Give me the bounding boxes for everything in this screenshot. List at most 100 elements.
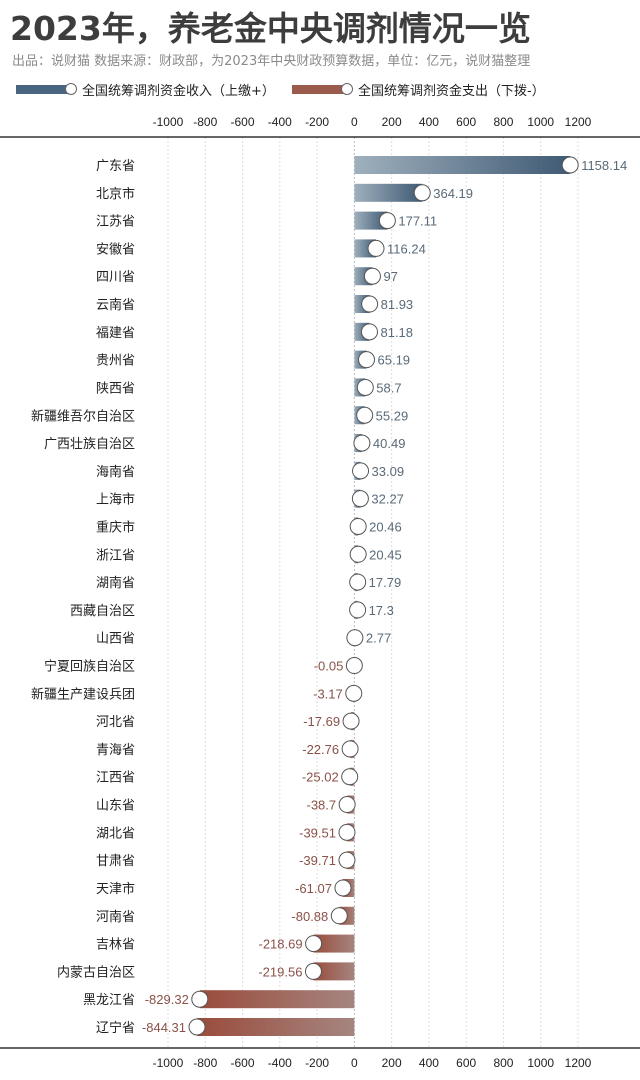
category-label: 湖北省 xyxy=(96,826,135,841)
category-label: 安徽省 xyxy=(96,242,135,257)
tick-label-bottom: -600 xyxy=(231,1056,255,1070)
data-label: -17.69 xyxy=(303,714,340,729)
bar-end-marker xyxy=(349,517,367,535)
data-label: 2.77 xyxy=(366,631,391,646)
data-label: 81.18 xyxy=(380,325,413,340)
data-label: -829.32 xyxy=(145,992,189,1007)
category-label: 四川省 xyxy=(96,270,135,285)
category-label: 内蒙古自治区 xyxy=(57,964,135,980)
tick-label-bottom: -200 xyxy=(305,1056,329,1070)
tick-label-top: -400 xyxy=(268,115,292,129)
bar-end-marker xyxy=(561,156,579,174)
bar-end-marker xyxy=(342,712,360,730)
bar-end-marker xyxy=(356,378,374,396)
data-label: -39.51 xyxy=(299,825,336,840)
chart-subtitle: 出品：说财猫 数据来源：财政部，为2023年中央财政预算数据，单位：亿元，说财猫… xyxy=(12,54,531,69)
tick-label-top: -600 xyxy=(231,115,255,129)
data-label: 17.79 xyxy=(369,575,402,590)
data-label: 364.19 xyxy=(433,186,473,201)
bar xyxy=(354,211,388,230)
tick-label-bottom: 0 xyxy=(351,1056,358,1070)
category-label: 河南省 xyxy=(96,909,135,925)
data-label: 177.11 xyxy=(398,214,437,229)
data-label: 17.3 xyxy=(369,603,394,618)
tick-label-bottom: 200 xyxy=(382,1056,402,1070)
category-label: 北京市 xyxy=(96,186,135,202)
bar-end-marker xyxy=(338,851,356,869)
tick-label-top: -1000 xyxy=(153,115,184,129)
bar-end-marker xyxy=(349,601,367,619)
tick-label-bottom: -800 xyxy=(193,1056,217,1070)
category-label: 重庆市 xyxy=(96,519,135,535)
tick-label-bottom: 800 xyxy=(493,1056,513,1070)
data-label: 81.93 xyxy=(381,297,414,312)
tick-label-top: 1000 xyxy=(527,115,554,129)
category-label: 黑龙江省 xyxy=(83,993,135,1008)
category-label: 湖南省 xyxy=(96,575,135,591)
bar-end-marker xyxy=(338,796,356,814)
category-label: 陕西省 xyxy=(96,381,135,396)
tick-label-bottom: 1000 xyxy=(527,1056,554,1070)
category-label: 青海省 xyxy=(96,743,135,758)
category-label: 西藏自治区 xyxy=(70,604,135,619)
bar-end-marker xyxy=(349,573,367,591)
tick-label-bottom: 400 xyxy=(419,1056,439,1070)
bar-end-marker xyxy=(353,434,371,452)
bar-end-marker xyxy=(341,768,359,786)
category-label: 河北省 xyxy=(96,715,135,730)
data-label: 20.45 xyxy=(369,547,402,562)
data-label: 40.49 xyxy=(373,436,406,451)
bar-end-marker xyxy=(345,684,363,702)
data-label: -0.05 xyxy=(314,659,344,674)
bar-end-marker xyxy=(358,351,376,369)
bar-end-marker xyxy=(305,935,323,953)
legend-item-income: 全国统筹调剂资金收入（上缴+） xyxy=(16,80,275,99)
data-label: -844.31 xyxy=(142,1020,186,1035)
bar-end-marker xyxy=(360,323,378,341)
bar-end-marker xyxy=(338,823,356,841)
data-label: -219.56 xyxy=(258,964,302,979)
bar-end-marker xyxy=(346,629,364,647)
bar-end-marker xyxy=(356,406,374,424)
bar xyxy=(313,962,355,981)
bar-end-marker xyxy=(341,740,359,758)
category-label: 浙江省 xyxy=(96,548,135,563)
bar-end-marker xyxy=(352,462,370,480)
data-label: -38.7 xyxy=(307,798,337,813)
tick-label-top: -200 xyxy=(305,115,329,129)
category-label: 上海市 xyxy=(96,492,135,508)
bar-end-marker xyxy=(330,907,348,925)
tick-label-top: 400 xyxy=(419,115,439,129)
category-label: 海南省 xyxy=(96,464,135,480)
legend-label-expense: 全国统筹调剂资金支出（下拨-） xyxy=(358,84,545,99)
bar xyxy=(199,990,355,1009)
bar-end-marker xyxy=(345,657,363,675)
bar-end-marker xyxy=(191,990,209,1008)
data-label: 55.29 xyxy=(376,408,409,423)
legend-label-income: 全国统筹调剂资金收入（上缴+） xyxy=(82,84,275,99)
data-label: 1158.14 xyxy=(581,158,627,173)
category-label: 新疆维吾尔自治区 xyxy=(31,408,135,424)
legend-swatch-income xyxy=(16,83,77,95)
chart-title: 2023年，养老金中央调剂情况一览 xyxy=(10,9,531,48)
bar-end-marker xyxy=(349,545,367,563)
data-label: -22.76 xyxy=(302,742,339,757)
category-label: 吉林省 xyxy=(96,938,135,953)
tick-label-top: 1200 xyxy=(565,115,592,129)
category-label: 江西省 xyxy=(96,771,135,786)
bar-end-marker xyxy=(188,1018,206,1036)
tick-label-top: 200 xyxy=(382,115,402,129)
category-label: 贵州省 xyxy=(96,354,135,369)
tick-label-top: 800 xyxy=(493,115,513,129)
bar xyxy=(354,156,571,174)
bar xyxy=(313,934,355,953)
category-label: 江苏省 xyxy=(96,214,135,230)
data-label: -80.88 xyxy=(291,909,328,924)
category-label: 辽宁省 xyxy=(96,1020,135,1036)
data-label: -218.69 xyxy=(259,937,303,952)
data-label: 97 xyxy=(383,269,397,284)
bar xyxy=(197,1018,355,1036)
data-label: -25.02 xyxy=(302,770,339,785)
category-label: 福建省 xyxy=(96,326,135,341)
